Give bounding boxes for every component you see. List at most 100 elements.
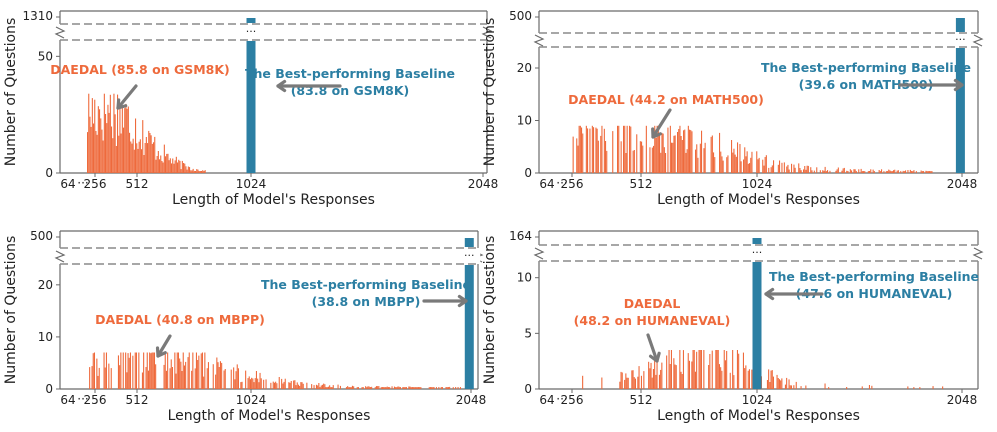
x-tick-label-ellipsis: ··· [556,392,567,406]
daedal-bar [633,377,635,389]
daedal-bar [804,166,806,173]
daedal-bar [783,162,785,173]
daedal-bar [433,387,435,389]
daedal-bar [828,387,830,389]
daedal-bar [378,386,380,389]
daedal-bar [931,171,933,173]
daedal-label: (48.2 on HUMANEVAL) [574,313,731,328]
daedal-bar [841,170,843,173]
daedal-bar [603,128,605,173]
daedal-bar [645,125,647,174]
daedal-bar [136,143,138,173]
y-tick-label-break: 1310 [22,9,53,23]
daedal-bar [321,384,323,389]
daedal-arrow [646,333,661,363]
daedal-arrow [116,84,138,110]
daedal-bar [714,157,716,173]
daedal-bar [696,144,698,173]
daedal-bar [793,385,795,389]
daedal-bar [653,145,655,173]
daedal-bar [224,369,226,389]
daedal-bar [789,385,791,389]
daedal-bar [905,170,907,173]
x-tick-label-64: 64 [539,393,554,407]
daedal-bar [288,382,290,389]
break-zigzag-right [972,247,984,260]
daedal-bar [432,387,434,389]
daedal-bar [742,352,744,389]
baseline-bar-lower [246,41,256,173]
baseline-label: (39.6 on MATH500) [799,77,934,92]
daedal-bar [153,352,155,389]
daedal-bar [684,129,686,173]
daedal-bar [920,170,922,173]
daedal-bar [851,170,853,173]
daedal-histogram [582,350,944,389]
daedal-bar [186,169,188,173]
daedal-bar [145,137,147,173]
daedal-bar [411,387,413,389]
daedal-bar [132,138,134,173]
daedal-bar [151,352,153,389]
daedal-bar [733,375,735,389]
daedal-bar [606,150,608,173]
daedal-bar [133,149,135,173]
y-tick-label: 10 [517,114,532,128]
daedal-bar [349,387,351,389]
daedal-bar [662,133,664,173]
daedal-bar [299,385,301,389]
baseline-arrow-head [953,78,964,92]
baseline-label: (38.8 on MBPP) [312,294,421,309]
daedal-bar [391,386,393,389]
daedal-bar [236,364,238,389]
daedal-bar [147,143,149,173]
daedal-bar [626,125,628,174]
daedal-bar [193,170,195,173]
daedal-bar [737,142,739,173]
x-axis-label: Length of Model's Responses [657,192,860,208]
daedal-bar [677,132,679,173]
daedal-bar [816,167,818,173]
daedal-bar [381,387,383,389]
daedal-bar [117,355,119,389]
y-tick-label-break: 500 [30,229,53,243]
daedal-bar [93,123,95,173]
daedal-bar [311,384,313,389]
daedal-bar [206,368,208,389]
daedal-bar [652,369,654,389]
daedal-bar [891,171,893,173]
daedal-bar [240,382,242,389]
daedal-bar [143,155,145,173]
daedal-bar [165,370,167,389]
daedal-bar [689,129,691,173]
daedal-bar [183,365,185,389]
daedal-bar [151,143,153,173]
daedal-bar [795,381,797,389]
daedal-bar [902,170,904,173]
daedal-bar [111,126,113,173]
y-tick-label: 5 [524,326,532,340]
daedal-bar [375,386,377,389]
daedal-bar [403,387,405,389]
daedal-bar [270,382,272,389]
daedal-bar [581,127,583,173]
daedal-bar [178,159,180,173]
daedal-bar [207,362,209,389]
baseline-arrow-head [764,287,775,301]
daedal-bar [173,163,175,173]
daedal-bar [142,120,144,173]
daedal-bar [711,135,713,173]
daedal-bar [835,170,837,173]
baseline-bar-upper [955,18,965,32]
daedal-bar [667,127,669,173]
daedal-bar [932,386,934,389]
x-tick-label-64: 64 [60,177,75,191]
daedal-bar [138,352,140,389]
daedal-bar [731,140,733,173]
daedal-bar [703,350,705,389]
daedal-bar [719,132,721,173]
baseline-bar-upper [464,238,474,247]
x-tick-label-256: 256 [84,393,107,407]
